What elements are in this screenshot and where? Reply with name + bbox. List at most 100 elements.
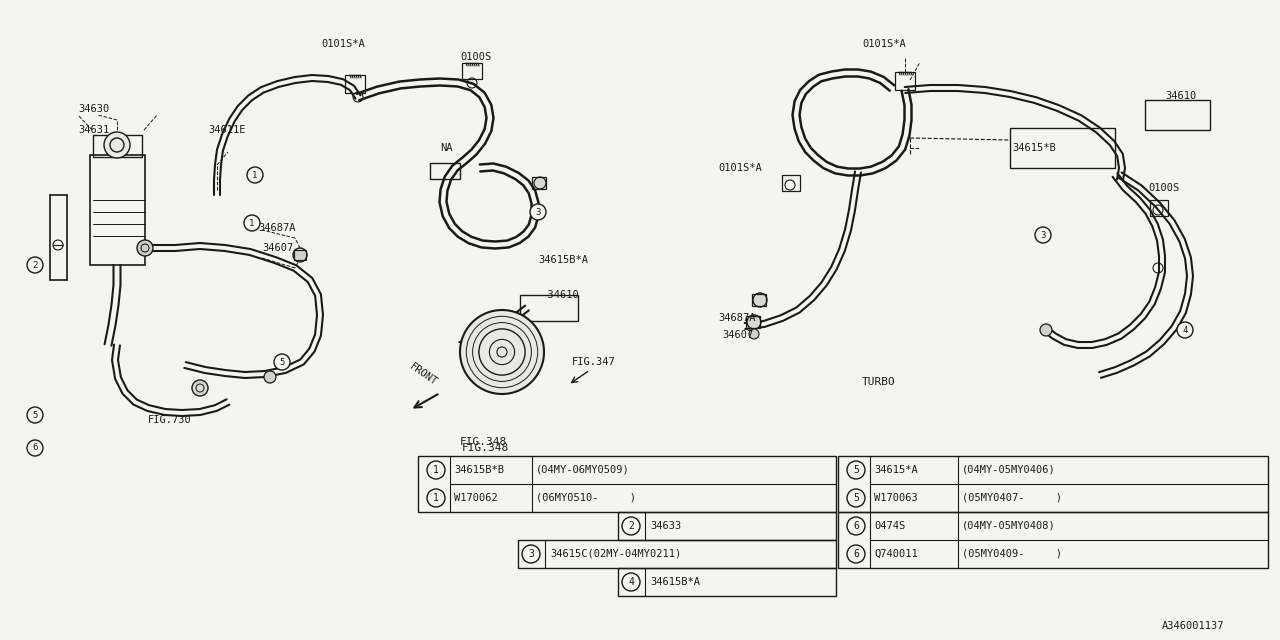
Circle shape [274,354,291,370]
Text: 5: 5 [32,410,37,419]
Circle shape [1039,324,1052,336]
Text: 34607: 34607 [262,243,293,253]
Text: 34615B*B: 34615B*B [454,465,504,475]
Bar [1149,200,1169,216]
Bar [346,75,365,93]
Circle shape [847,461,865,479]
Circle shape [27,257,44,273]
Text: 2: 2 [32,260,37,269]
Text: 34633: 34633 [650,521,681,531]
Circle shape [622,573,640,591]
Circle shape [753,293,767,307]
Text: — 34610: — 34610 [535,290,579,300]
Bar [753,294,765,306]
Circle shape [522,545,540,563]
Text: 34610: 34610 [1165,91,1197,101]
Text: 34630: 34630 [78,104,109,114]
Bar [838,512,1268,568]
Text: 34615B*A: 34615B*A [650,577,700,587]
Text: (04MY-05MY0406): (04MY-05MY0406) [963,465,1056,475]
Circle shape [27,440,44,456]
Text: W170062: W170062 [454,493,498,503]
Bar [518,540,836,568]
Text: 0100S: 0100S [1148,183,1179,193]
Text: FRONT: FRONT [408,362,439,388]
Text: FIG.348: FIG.348 [462,443,509,453]
Text: 0101S*A: 0101S*A [718,163,762,173]
Text: 34615*B: 34615*B [1012,143,1056,153]
Text: 2: 2 [628,521,634,531]
Bar [419,456,836,512]
Bar [1146,100,1210,130]
Circle shape [247,167,262,183]
Text: 3: 3 [535,207,540,216]
Circle shape [27,407,44,423]
Text: FIG.730: FIG.730 [148,415,192,425]
Text: W170063: W170063 [874,493,918,503]
Text: 34615B*A: 34615B*A [538,255,588,265]
Bar [462,63,483,79]
Text: (05MY0407-     ): (05MY0407- ) [963,493,1062,503]
Text: 34687A: 34687A [259,223,296,233]
Text: 34687A: 34687A [718,313,755,323]
Text: 34615C(02MY-04MY0211): 34615C(02MY-04MY0211) [550,549,681,559]
Text: A346001137: A346001137 [1162,621,1225,631]
Text: (04MY-06MY0509): (04MY-06MY0509) [536,465,630,475]
Circle shape [749,329,759,339]
Text: FIG.347: FIG.347 [572,357,616,367]
Bar [618,512,836,540]
Text: 0100S: 0100S [460,52,492,62]
Circle shape [460,310,544,394]
Bar [895,72,915,90]
Circle shape [244,215,260,231]
Circle shape [428,461,445,479]
Bar [532,177,547,189]
Bar [746,316,760,328]
Text: 34607: 34607 [722,330,753,340]
Text: 6: 6 [852,521,859,531]
Text: 34611E: 34611E [209,125,246,135]
Text: 1: 1 [252,170,257,179]
Circle shape [530,204,547,220]
Bar [618,568,836,596]
Text: 4: 4 [1183,326,1188,335]
Text: 1: 1 [433,493,439,503]
Bar [430,163,460,179]
Text: Q740011: Q740011 [874,549,918,559]
Text: 6: 6 [32,444,37,452]
Text: (06MY0510-     ): (06MY0510- ) [536,493,636,503]
Bar [90,155,145,265]
Text: 6: 6 [852,549,859,559]
Text: 34615*A: 34615*A [874,465,918,475]
Circle shape [1178,322,1193,338]
Circle shape [847,489,865,507]
Bar [782,175,800,191]
Circle shape [137,240,154,256]
Circle shape [847,517,865,535]
Bar [294,250,306,260]
Text: 1: 1 [433,465,439,475]
Circle shape [293,248,307,262]
Circle shape [847,545,865,563]
Bar [838,456,1268,512]
Circle shape [104,132,131,158]
Text: 0101S*A: 0101S*A [861,39,906,49]
Text: NA: NA [440,143,453,153]
Circle shape [534,177,547,189]
Text: TURBO: TURBO [861,377,896,387]
Text: 3: 3 [1041,230,1046,239]
Bar [93,135,142,157]
Text: 3: 3 [529,549,534,559]
Circle shape [264,371,276,383]
Text: (04MY-05MY0408): (04MY-05MY0408) [963,521,1056,531]
Text: 5: 5 [852,493,859,503]
Text: 4: 4 [628,577,634,587]
Bar [520,295,579,321]
Circle shape [1036,227,1051,243]
Text: 5: 5 [279,358,284,367]
Text: (05MY0409-     ): (05MY0409- ) [963,549,1062,559]
Bar [1010,128,1115,168]
Circle shape [192,380,209,396]
Circle shape [748,315,762,329]
Text: 0474S: 0474S [874,521,905,531]
